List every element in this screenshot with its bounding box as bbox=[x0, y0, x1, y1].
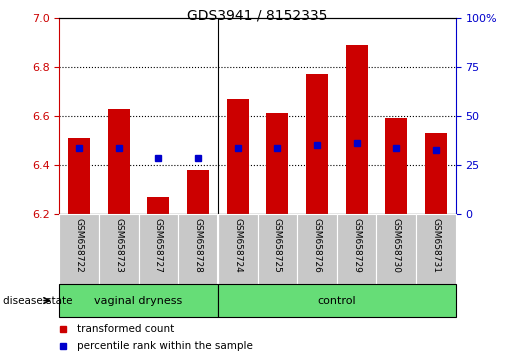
Bar bbox=[306, 74, 328, 214]
Bar bbox=[297, 214, 337, 285]
Text: GSM658731: GSM658731 bbox=[432, 218, 440, 273]
Text: vaginal dryness: vaginal dryness bbox=[94, 296, 183, 306]
Bar bbox=[376, 214, 416, 285]
Bar bbox=[187, 170, 209, 214]
Bar bbox=[178, 214, 218, 285]
Bar bbox=[59, 284, 218, 317]
Text: GSM658730: GSM658730 bbox=[392, 218, 401, 273]
Bar bbox=[416, 214, 456, 285]
Text: GSM658727: GSM658727 bbox=[154, 218, 163, 273]
Bar bbox=[337, 214, 376, 285]
Bar bbox=[99, 214, 139, 285]
Bar bbox=[258, 214, 297, 285]
Text: GSM658722: GSM658722 bbox=[75, 218, 83, 273]
Bar bbox=[346, 45, 368, 214]
Bar bbox=[385, 118, 407, 214]
Text: GSM658729: GSM658729 bbox=[352, 218, 361, 273]
Bar bbox=[139, 214, 178, 285]
Text: percentile rank within the sample: percentile rank within the sample bbox=[77, 341, 253, 351]
Text: GSM658723: GSM658723 bbox=[114, 218, 123, 273]
Text: control: control bbox=[317, 296, 356, 306]
Text: disease state: disease state bbox=[3, 296, 72, 306]
Bar bbox=[59, 214, 99, 285]
Bar bbox=[218, 214, 258, 285]
Text: transformed count: transformed count bbox=[77, 324, 174, 333]
Text: GSM658725: GSM658725 bbox=[273, 218, 282, 273]
Text: GSM658728: GSM658728 bbox=[194, 218, 202, 273]
Bar bbox=[266, 114, 288, 214]
Bar bbox=[227, 99, 249, 214]
Bar bbox=[218, 284, 456, 317]
Text: GSM658724: GSM658724 bbox=[233, 218, 242, 273]
Bar bbox=[108, 109, 130, 214]
Text: GDS3941 / 8152335: GDS3941 / 8152335 bbox=[187, 9, 328, 23]
Bar bbox=[147, 197, 169, 214]
Text: GSM658726: GSM658726 bbox=[313, 218, 321, 273]
Bar bbox=[425, 133, 447, 214]
Bar bbox=[68, 138, 90, 214]
